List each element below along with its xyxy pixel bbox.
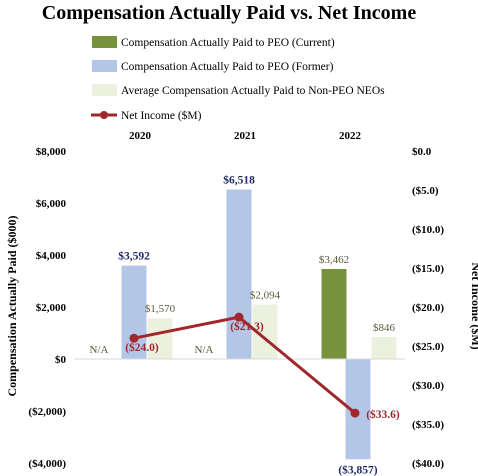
legend-label-3: Net Income ($M) <box>121 109 202 122</box>
y2-tick-label: ($40.0) <box>412 458 444 470</box>
legend-swatch-2 <box>92 84 117 96</box>
legend-swatch-0 <box>92 36 117 48</box>
bar-2-2022 <box>371 337 397 359</box>
y2-tick-label: ($10.0) <box>412 224 444 236</box>
y2-tick-label: $0.0 <box>412 146 432 158</box>
bar-label-1-2020: $3,592 <box>118 250 150 263</box>
net-income-line <box>129 312 360 418</box>
net-income-point-2022 <box>350 408 360 418</box>
legend: Compensation Actually Paid to PEO (Curre… <box>91 36 385 122</box>
y-tick-label: $6,000 <box>36 198 67 210</box>
bar-label-0-2022: $3,462 <box>319 254 349 266</box>
y2-tick-label: ($5.0) <box>412 185 439 197</box>
category-label-2022: 2022 <box>339 130 362 142</box>
legend-label-0: Compensation Actually Paid to PEO (Curre… <box>121 37 335 49</box>
y2-tick-label: ($25.0) <box>412 341 444 353</box>
bar-1-2020 <box>121 265 147 359</box>
data-labels: $3,462 $3,592 $6,518 ($3,857) $1,570 $2,094 $8… <box>90 174 400 476</box>
net-income-point-2020 <box>129 333 139 343</box>
y2-tick-label: ($30.0) <box>412 380 444 392</box>
secondary-axis-ticks: $0.0 ($5.0) ($10.0) ($15.0) ($20.0) ($25.0) ($… <box>412 146 444 470</box>
net-income-label-2020: ($24.0) <box>125 341 159 354</box>
y-tick-label: $0 <box>55 354 67 366</box>
bar-1-2021 <box>226 189 252 359</box>
y-tick-label: ($2,000) <box>28 406 66 418</box>
y-tick-label: $4,000 <box>36 250 67 262</box>
primary-axis-label: Compensation Actually Paid ($000) <box>5 215 19 396</box>
y2-tick-label: ($15.0) <box>412 263 444 275</box>
bar-0-2022 <box>321 268 347 359</box>
na-label-2021: N/A <box>195 344 214 356</box>
category-labels: 2020 2021 2022 <box>129 130 362 142</box>
bar-label-2-2021: $2,094 <box>250 290 281 302</box>
y-tick-label: ($4,000) <box>28 458 66 470</box>
y2-tick-label: ($20.0) <box>412 302 444 314</box>
legend-label-2: Average Compensation Actually Paid to No… <box>121 85 385 97</box>
bar-label-1-2022: ($3,857) <box>338 463 377 476</box>
y-tick-label: $2,000 <box>36 302 67 314</box>
legend-marker-net-income <box>100 111 108 119</box>
bars <box>121 189 397 460</box>
bar-2-2020 <box>147 318 173 359</box>
net-income-label-2021: ($21.3) <box>230 320 264 333</box>
bar-label-2-2022: $846 <box>373 322 396 334</box>
y-tick-label: $8,000 <box>36 146 67 158</box>
y2-tick-label: ($35.0) <box>412 419 444 431</box>
primary-axis-ticks: $8,000 $6,000 $4,000 $2,000 $0 ($2,000) ($4,00… <box>28 146 66 470</box>
category-label-2020: 2020 <box>129 130 152 142</box>
secondary-axis-label: Net Income ($M) <box>469 262 478 349</box>
bar-label-1-2021: $6,518 <box>223 174 255 187</box>
legend-swatch-1 <box>92 60 117 72</box>
na-label-2020: N/A <box>90 344 109 356</box>
bar-label-2-2020: $1,570 <box>145 303 176 315</box>
category-label-2021: 2021 <box>234 130 256 142</box>
legend-label-1: Compensation Actually Paid to PEO (Forme… <box>121 61 334 73</box>
net-income-point-2021 <box>234 312 244 322</box>
chart-title: Compensation Actually Paid vs. Net Incom… <box>42 2 417 24</box>
net-income-label-2022: ($33.6) <box>366 408 400 421</box>
